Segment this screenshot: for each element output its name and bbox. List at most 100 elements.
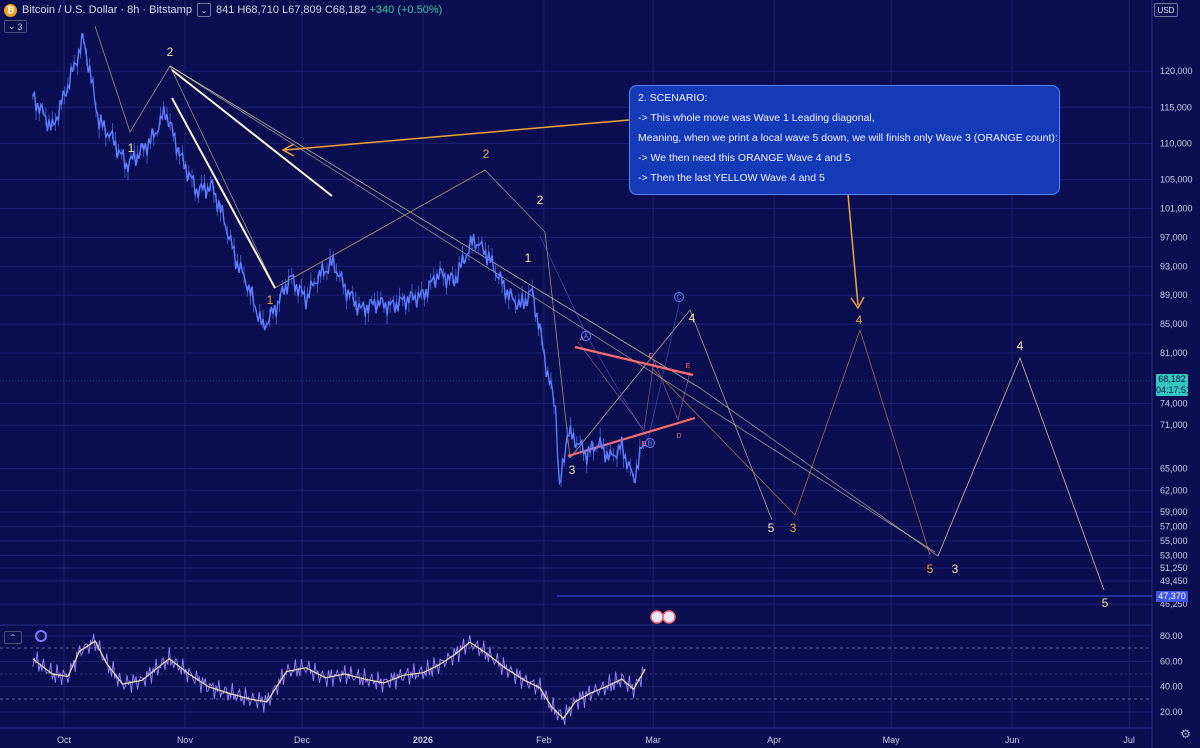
x-tick-label: Jun (1005, 735, 1020, 745)
arrow-left-line (284, 119, 630, 151)
annotation-line: -> Then the last YELLOW Wave 4 and 5 (638, 172, 825, 184)
x-tick-label: Jul (1123, 735, 1135, 745)
price-series (32, 32, 646, 488)
wave-label-4: 4 (856, 313, 863, 327)
y-tick-label: 110,000 (1160, 138, 1192, 148)
y-tick-label: 55,000 (1160, 536, 1188, 546)
bar-countdown: 04:17:51 (1156, 385, 1192, 395)
symbol-title[interactable]: Bitcoin / U.S. Dollar · 8h · Bitstamp (22, 4, 192, 16)
y-tick-label: 81,000 (1160, 348, 1188, 358)
x-tick-label: Apr (767, 735, 781, 745)
rsi-tick-label: 80.00 (1160, 631, 1183, 641)
event-icon-2[interactable] (662, 610, 676, 624)
wedge-upper-line (171, 69, 333, 197)
x-tick-label: Feb (536, 735, 552, 745)
annotation-line: Meaning, when we print a local wave 5 do… (638, 132, 1058, 144)
x-tick-label: Nov (177, 735, 194, 745)
y-tick-label: 65,000 (1160, 464, 1188, 474)
arrow-left-head (281, 143, 295, 157)
triangle-label-a: A (580, 336, 585, 343)
y-tick-label: 53,000 (1160, 550, 1188, 560)
wave-label-3: 3 (569, 463, 576, 477)
event-icon-1[interactable] (650, 610, 664, 624)
y-tick-label: 101,000 (1160, 203, 1193, 213)
indicator-count: 3 (17, 21, 23, 32)
bitcoin-icon: ₿ (4, 3, 17, 17)
wave-label-2: 2 (483, 147, 490, 161)
rsi-line (32, 633, 645, 725)
rsi-ma-line (32, 640, 646, 720)
currency-button[interactable]: USD (1154, 3, 1178, 17)
y-tick-label: 59,000 (1160, 507, 1188, 517)
ohlc-text: 841 H68,710 L67,809 C68,182 (215, 4, 367, 16)
triangle-label-b: B (642, 441, 647, 448)
circled-wave-marker (581, 331, 591, 341)
y-tick-label: 49,450 (1160, 576, 1188, 586)
circled-label-c: C (676, 295, 681, 302)
triangle-label-d: D (676, 433, 681, 440)
triangle-wave-path (577, 341, 691, 431)
last-price: 68,182 (1158, 374, 1186, 384)
scenario-annotation[interactable]: 2. SCENARIO: -> This whole move was Wave… (629, 85, 1060, 195)
y-tick-label: 71,000 (1160, 420, 1188, 430)
triangle-label-e: E (686, 363, 691, 370)
wave-labels: 1 2 1 2 1 2 3 4 5 3 4 5 3 4 5 A B C D E A B C (128, 45, 1109, 610)
rsi-indicator-icon[interactable] (35, 630, 47, 642)
y-tick-label: 89,000 (1160, 290, 1188, 300)
last-price-tag: 68,182 04:17:51 (1156, 374, 1192, 396)
wave-label-4: 4 (689, 311, 696, 325)
gear-icon[interactable]: ⚙ (1180, 727, 1191, 741)
x-tick-label: 2026 (413, 735, 433, 745)
wave-label-1: 1 (267, 293, 274, 307)
wave-label-4: 4 (1017, 339, 1024, 353)
y-tick-label: 62,000 (1160, 485, 1188, 495)
grid (0, 0, 1152, 728)
circled-label-a: A (584, 334, 589, 341)
wave-label-2: 2 (167, 45, 174, 59)
rsi-tick-label: 60.00 (1160, 656, 1183, 666)
rsi-tick-label: 40.00 (1160, 682, 1183, 692)
target-low-tag: 47,370 (1156, 591, 1188, 602)
y-tick-label: 97,000 (1160, 232, 1188, 242)
x-tick-label: Mar (645, 735, 661, 745)
chevron-down-icon[interactable]: ⌄ (196, 3, 211, 17)
y-tick-label: 85,000 (1160, 319, 1188, 329)
fixed-graphics (0, 0, 1153, 748)
yellow-projection-2 (937, 356, 1105, 591)
change-text: +340 (+0.50%) (369, 4, 443, 16)
ohlc-values: 841 H68,710 L67,809 C68,182 +340 (+0.50%… (216, 4, 442, 16)
wave-label-5: 5 (768, 521, 775, 535)
arrow-down-head (850, 296, 865, 310)
orange-projection (651, 328, 931, 556)
chart-header: ₿ Bitcoin / U.S. Dollar · 8h · Bitstamp … (4, 2, 442, 18)
axis-ticks: 120,000 115,000 110,000 105,000 101,000 97,00… (57, 66, 1193, 745)
wave-label-3: 3 (790, 521, 797, 535)
y-tick-label: 74,000 (1160, 399, 1188, 409)
y-tick-label: 115,000 (1160, 102, 1192, 112)
wave-label-3: 3 (952, 562, 959, 576)
x-tick-label: Oct (57, 735, 72, 745)
y-tick-label: 46,250 (1160, 599, 1188, 609)
diagonal-upper-line (169, 65, 701, 389)
circled-label-b: B (648, 441, 653, 448)
wave-label-2: 2 (537, 193, 544, 207)
yellow-projection (569, 309, 773, 521)
x-tick-label: May (883, 735, 901, 745)
diagonal-lower-line (169, 65, 936, 553)
annotation-line: 2. SCENARIO: (638, 92, 708, 104)
wave-label-1: 1 (525, 251, 532, 265)
wave-label-5: 5 (927, 562, 934, 576)
abc-path (539, 235, 681, 441)
y-tick-label: 105,000 (1160, 175, 1193, 185)
diagonal-ext-line (699, 387, 939, 557)
yellow-wave-path (94, 25, 571, 459)
triangle-label-c: C (648, 353, 653, 360)
rsi-collapse-button[interactable]: ⌃ (4, 631, 22, 644)
rsi-series (32, 633, 646, 725)
indicator-count-badge[interactable]: ⌄ 3 (4, 20, 27, 33)
circled-wave-marker (674, 292, 684, 302)
wedge-lower-line (171, 97, 276, 289)
orange-wave-path (274, 169, 486, 289)
y-tick-label: 120,000 (1160, 66, 1193, 76)
